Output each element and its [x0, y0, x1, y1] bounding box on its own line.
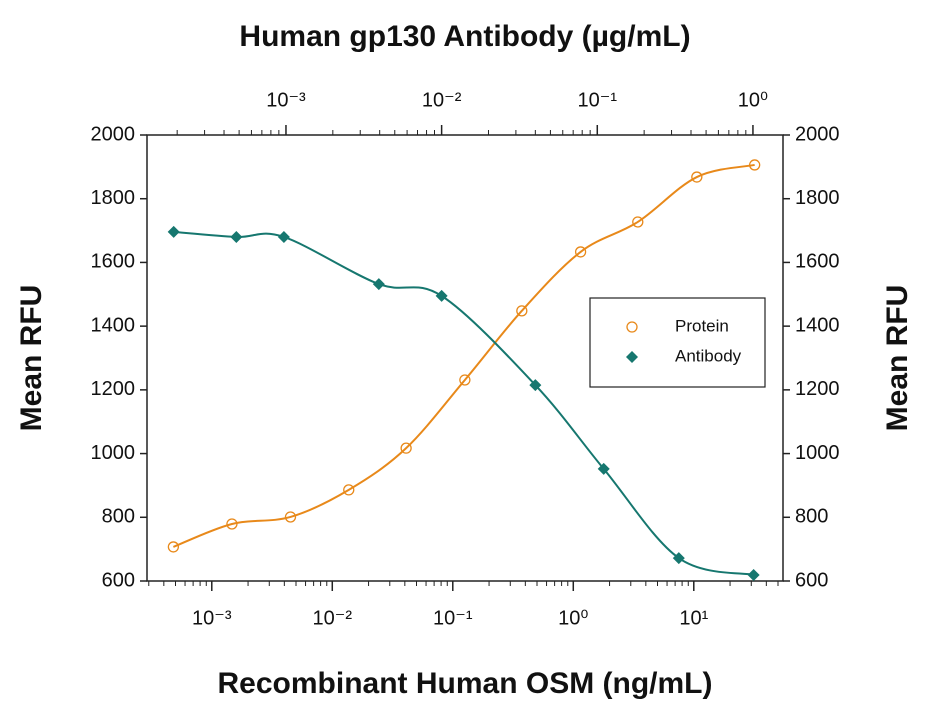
legend-marker	[626, 321, 638, 333]
marker	[747, 568, 760, 581]
x2-tick-label: 10⁰	[738, 89, 768, 111]
marker	[226, 518, 238, 530]
y2-tick-label: 1000	[795, 442, 840, 464]
y-tick-label: 1200	[91, 378, 136, 400]
marker	[574, 246, 587, 258]
y-tick-label: 2000	[91, 123, 136, 145]
marker	[529, 379, 542, 392]
plot-frame	[146, 134, 784, 582]
x2-tick-label: 10⁻²	[422, 89, 462, 111]
y-tick-label: 1000	[91, 442, 136, 464]
y-tick-label: 1400	[91, 314, 136, 336]
x2-tick-label: 10⁻¹	[578, 89, 618, 111]
x2-tick-label: 10⁻³	[266, 89, 306, 111]
marker	[277, 230, 290, 243]
x-tick-label: 10¹	[679, 607, 708, 629]
legend-marker	[626, 351, 638, 363]
marker	[343, 484, 355, 496]
y-axis-label: Mean RFU	[15, 285, 48, 432]
marker	[167, 225, 180, 238]
x-tick-label: 10⁻²	[313, 607, 353, 629]
fit-line	[173, 230, 754, 576]
marker	[459, 374, 471, 386]
y2-tick-label: 1600	[795, 251, 840, 273]
marker	[372, 278, 385, 291]
marker	[691, 171, 703, 183]
y2-tick-label: 800	[795, 506, 828, 528]
chart-title: Human gp130 Antibody (µg/mL)	[239, 20, 690, 53]
legend-label: Protein	[675, 316, 729, 335]
marker	[632, 216, 644, 228]
marker	[516, 305, 528, 317]
marker	[597, 462, 610, 475]
y-tick-label: 1800	[91, 187, 136, 209]
marker	[749, 159, 761, 171]
x-tick-label: 10⁻³	[192, 607, 232, 629]
marker	[284, 511, 297, 523]
y2-axis-label: Mean RFU	[881, 285, 914, 432]
legend-label: Antibody	[675, 346, 742, 365]
y2-tick-label: 600	[795, 569, 828, 591]
marker	[435, 289, 448, 302]
x-axis-label: Recombinant Human OSM (ng/mL)	[218, 667, 713, 700]
marker	[672, 552, 685, 565]
y2-tick-label: 1200	[795, 378, 840, 400]
y2-tick-label: 1400	[795, 314, 840, 336]
legend-box	[589, 297, 766, 388]
y-tick-label: 800	[102, 506, 135, 528]
marker	[167, 541, 180, 553]
y2-tick-label: 2000	[795, 123, 840, 145]
y-tick-label: 1600	[91, 251, 136, 273]
x-tick-label: 10⁰	[558, 607, 588, 629]
y2-tick-label: 1800	[795, 187, 840, 209]
marker	[230, 230, 243, 243]
y-tick-label: 600	[102, 569, 135, 591]
x-tick-label: 10⁻¹	[433, 607, 473, 629]
marker	[400, 442, 412, 454]
